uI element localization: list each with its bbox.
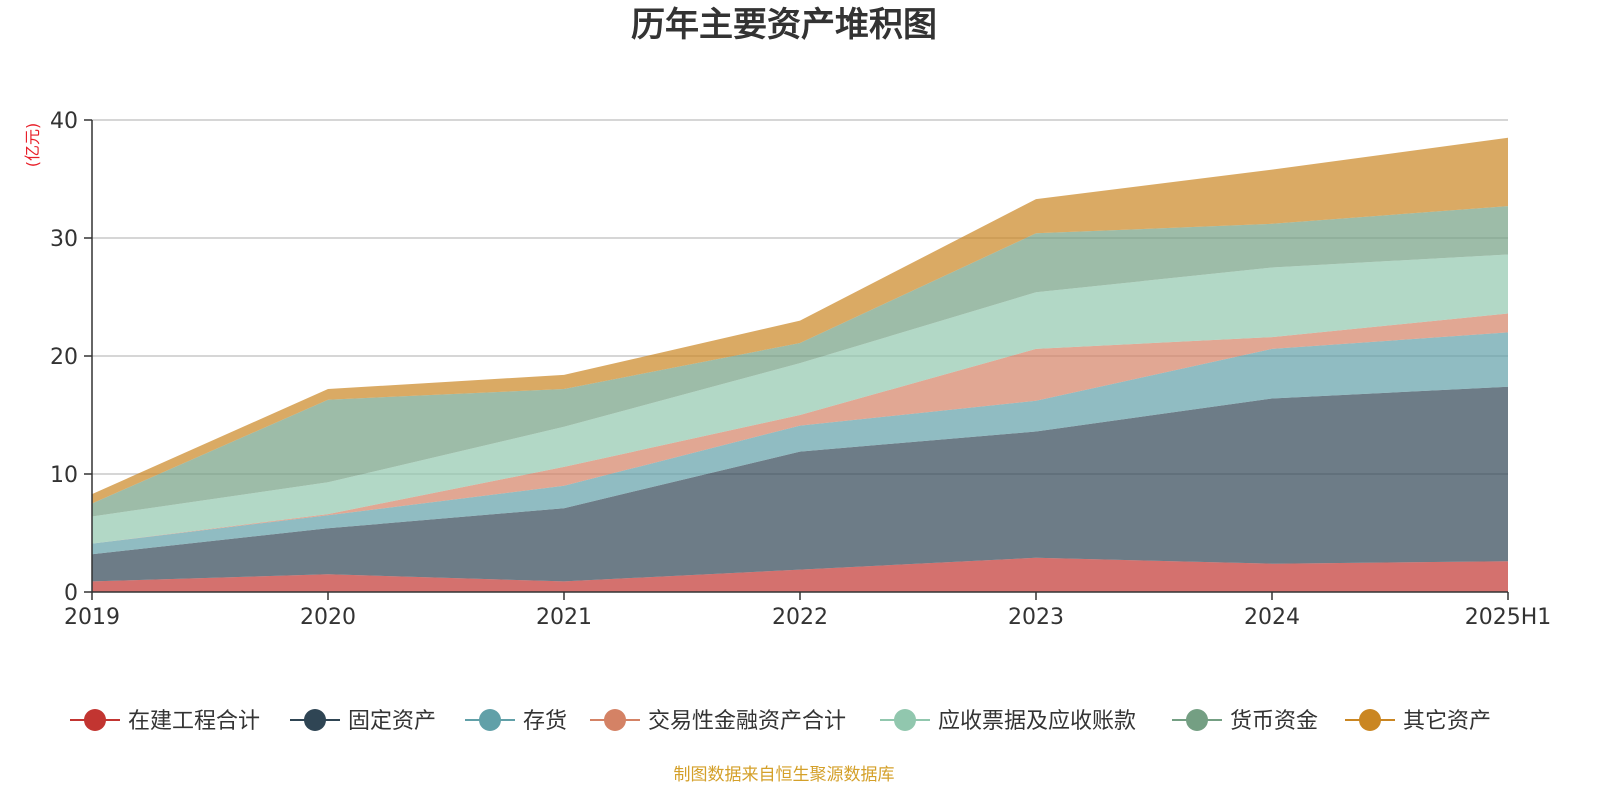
legend-marker [1359, 709, 1381, 731]
legend-label: 存货 [523, 709, 567, 734]
chart-title: 历年主要资产堆积图 [631, 5, 937, 45]
area-series-5 [92, 254, 1508, 544]
y-axis-ticks: 0 10 20 30 40 [50, 109, 92, 606]
source-note: 制图数据来自恒生聚源数据库 [674, 765, 895, 785]
legend-label: 在建工程合计 [128, 709, 260, 734]
x-axis-ticks: 2019 2020 2021 2022 2023 2024 2025H1 [64, 592, 1551, 630]
area-series-6 [92, 206, 1508, 517]
legend: 在建工程合计 固定资产 存货 交易性金融资产合计 应收票据及应收账款 货币资金 其它资产 [70, 709, 1491, 734]
x-tick-label: 2023 [1008, 605, 1064, 630]
legend-marker [604, 709, 626, 731]
legend-label: 交易性金融资产合计 [648, 709, 846, 734]
y-tick-label: 30 [50, 227, 78, 252]
x-tick-label: 2025H1 [1465, 605, 1552, 630]
x-tick-label: 2024 [1244, 605, 1300, 630]
legend-item-4[interactable]: 交易性金融资产合计 [590, 709, 846, 734]
y-tick-label: 10 [50, 463, 78, 488]
legend-label: 应收票据及应收账款 [938, 709, 1136, 734]
x-tick-label: 2020 [300, 605, 356, 630]
x-tick-label: 2019 [64, 605, 120, 630]
legend-item-7[interactable]: 其它资产 [1345, 709, 1491, 734]
legend-marker [479, 709, 501, 731]
legend-marker [894, 709, 916, 731]
y-tick-label: 0 [64, 581, 78, 606]
legend-marker [304, 709, 326, 731]
area-series-1 [92, 557, 1508, 592]
legend-item-5[interactable]: 应收票据及应收账款 [880, 709, 1136, 734]
x-tick-label: 2021 [536, 605, 592, 630]
area-series-7 [92, 137, 1508, 504]
legend-item-1[interactable]: 在建工程合计 [70, 709, 260, 734]
x-tick-label: 2022 [772, 605, 828, 630]
y-tick-label: 40 [50, 109, 78, 134]
legend-item-3[interactable]: 存货 [465, 709, 567, 734]
y-tick-label: 20 [50, 345, 78, 370]
area-series-layer [92, 137, 1508, 592]
legend-label: 其它资产 [1403, 709, 1491, 734]
legend-item-2[interactable]: 固定资产 [290, 709, 436, 734]
legend-marker [1186, 709, 1208, 731]
legend-item-6[interactable]: 货币资金 [1172, 709, 1318, 734]
area-series-2 [92, 386, 1508, 582]
legend-label: 货币资金 [1230, 709, 1318, 734]
area-series-3 [92, 332, 1508, 555]
area-series-4 [92, 313, 1508, 544]
legend-label: 固定资产 [348, 709, 436, 734]
y-axis-unit-label: (亿元) [23, 123, 42, 168]
legend-marker [84, 709, 106, 731]
